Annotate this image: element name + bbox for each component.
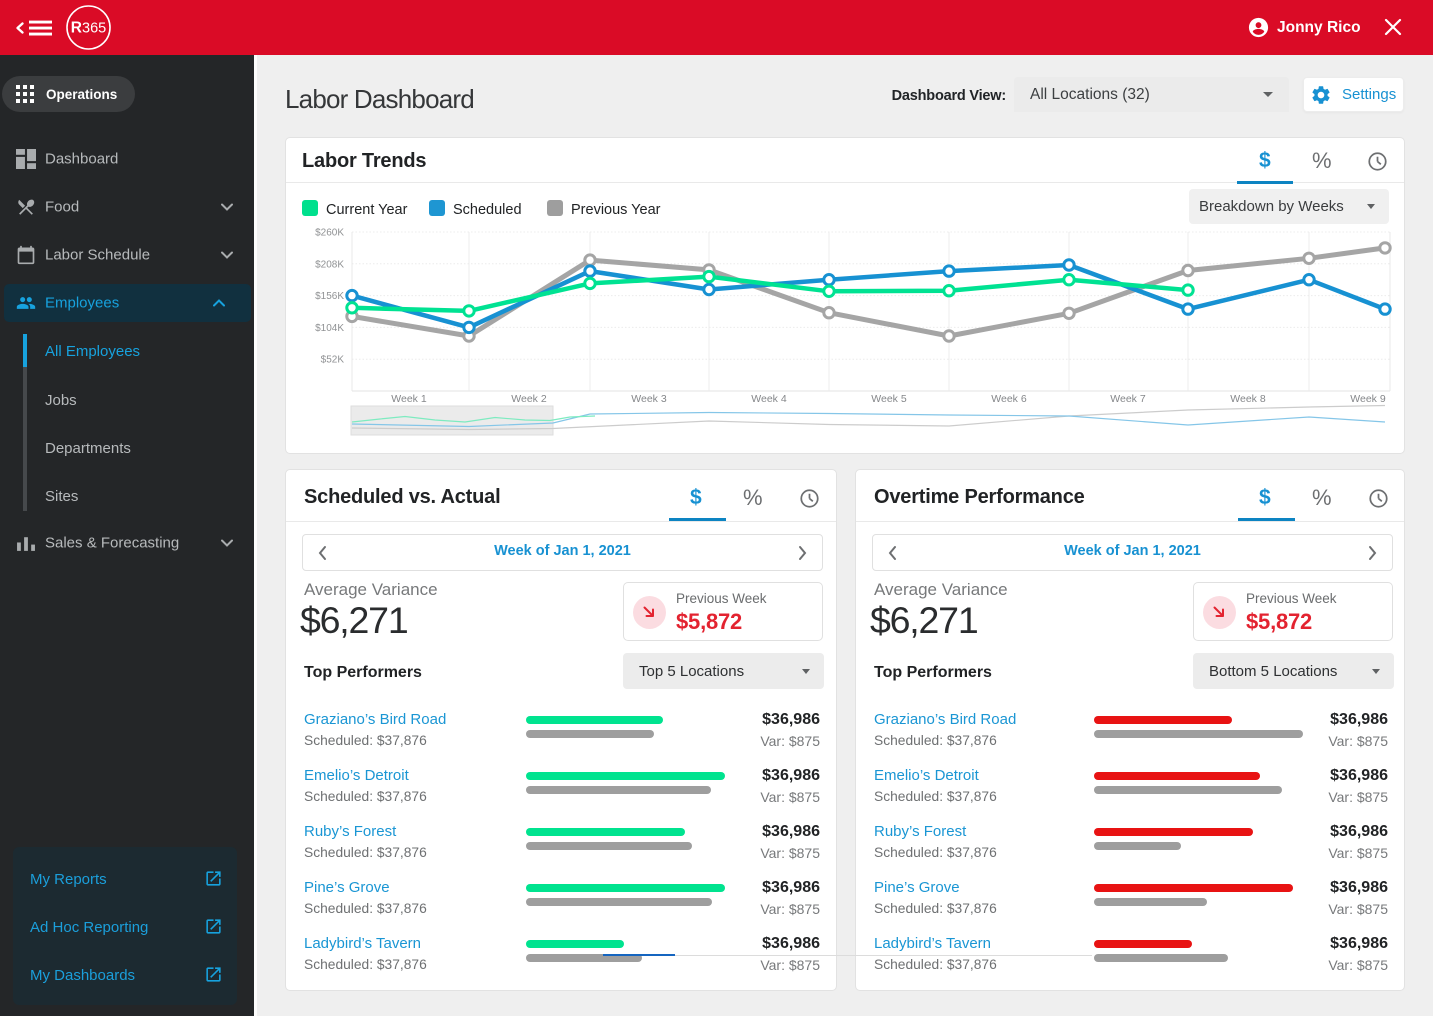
svg-text:$52K: $52K: [321, 355, 345, 366]
svg-text:$208K: $208K: [315, 259, 344, 270]
svg-text:Week 6: Week 6: [991, 393, 1027, 405]
svg-text:Week 7: Week 7: [1110, 393, 1146, 405]
svg-text:Week 9: Week 9: [1350, 393, 1386, 405]
svg-text:R365: R365: [71, 20, 106, 37]
svg-text:Week 4: Week 4: [751, 393, 787, 405]
svg-text:Week 8: Week 8: [1230, 393, 1266, 405]
svg-text:$156K: $156K: [315, 291, 344, 302]
svg-text:Week 5: Week 5: [871, 393, 907, 405]
svg-text:Week 3: Week 3: [631, 393, 667, 405]
svg-text:Week 1: Week 1: [391, 393, 427, 405]
svg-text:$260K: $260K: [315, 228, 344, 239]
svg-text:Week 2: Week 2: [511, 393, 547, 405]
svg-text:$104K: $104K: [315, 323, 344, 334]
